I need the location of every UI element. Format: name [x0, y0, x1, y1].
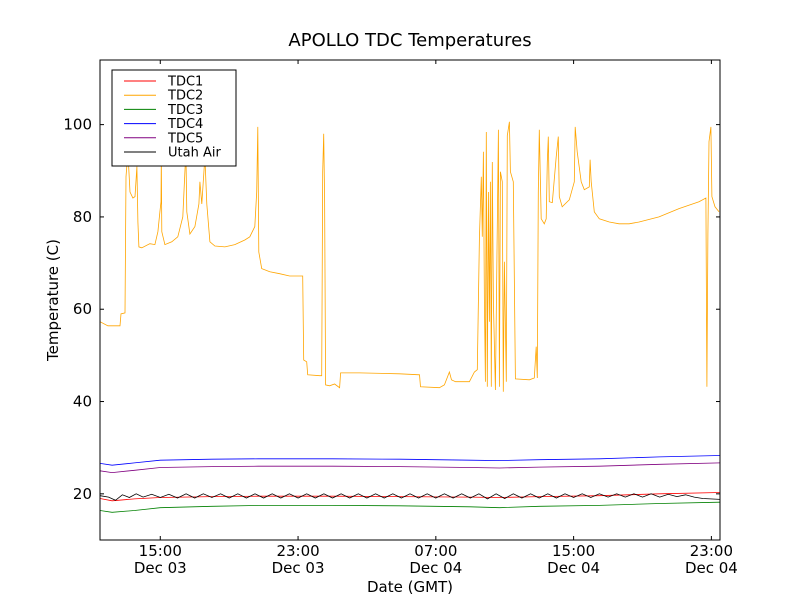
x-tick-date: Dec 03 [134, 559, 187, 577]
y-tick-label: 20 [73, 485, 92, 503]
x-tick-date: Dec 03 [272, 559, 325, 577]
y-tick-label: 100 [63, 116, 92, 134]
x-tick-date: Dec 04 [547, 559, 600, 577]
chart-title: APOLLO TDC Temperatures [288, 30, 531, 51]
legend-box [111, 69, 237, 167]
legend-label: TDC2 [167, 89, 203, 104]
y-axis-label: Temperature (C) [44, 239, 62, 362]
y-tick-label: 80 [73, 208, 92, 226]
legend-label: TDC5 [167, 131, 203, 146]
legend-label: TDC4 [167, 117, 203, 132]
series-line-tdc5 [100, 462, 720, 474]
series-line-tdc4 [100, 455, 720, 466]
x-tick-date: Dec 04 [685, 559, 738, 577]
y-tick-label: 40 [73, 393, 92, 411]
x-tick-time: 15:00 [139, 542, 182, 560]
series-line-utah-air [100, 493, 720, 501]
x-tick-time: 23:00 [276, 542, 319, 560]
x-tick-time: 23:00 [690, 542, 733, 560]
x-tick-time: 15:00 [552, 542, 595, 560]
plot-frame [99, 59, 721, 541]
x-tick-date: Dec 04 [409, 559, 462, 577]
series-line-tdc2 [100, 121, 720, 392]
legend-label: Utah Air [168, 146, 221, 161]
series-line-tdc3 [100, 501, 720, 513]
legend-label: TDC1 [167, 75, 203, 90]
series-layer [100, 121, 720, 513]
x-axis-label: Date (GMT) [367, 578, 453, 596]
y-tick-label: 60 [73, 300, 92, 318]
x-tick-time: 07:00 [414, 542, 457, 560]
series-line-tdc1 [100, 492, 720, 502]
legend-label: TDC3 [167, 103, 203, 118]
